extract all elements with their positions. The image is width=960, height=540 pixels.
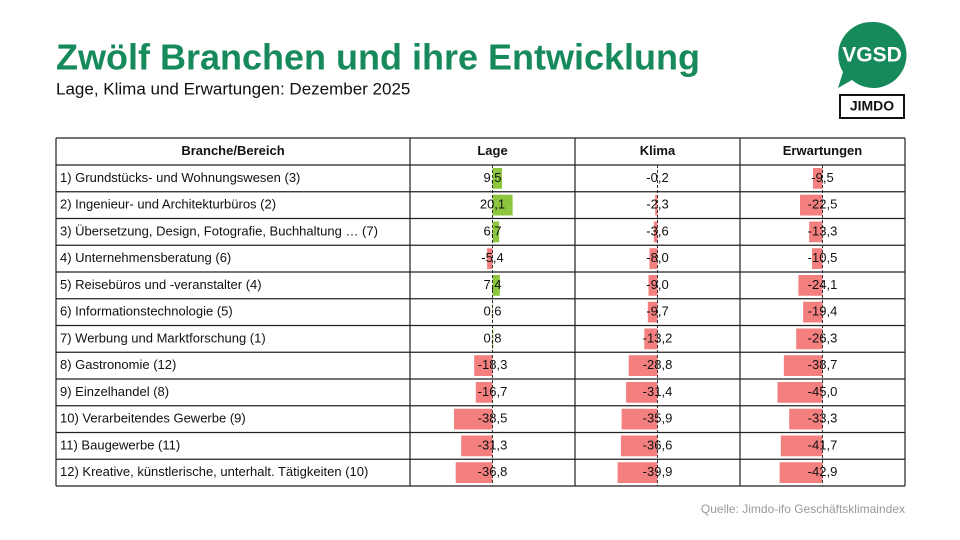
column-header: Lage [477, 143, 507, 158]
value-label: -9,0 [646, 277, 668, 292]
bar [783, 355, 823, 376]
logo-bubble [838, 21, 907, 89]
column-header: Klima [640, 143, 676, 158]
bar [809, 221, 823, 243]
bar [492, 221, 500, 243]
value-label: -22,5 [808, 197, 838, 212]
logo-vgsd: VGSD [842, 44, 902, 67]
bar [474, 355, 493, 376]
bar [655, 194, 658, 216]
bar [777, 382, 823, 403]
bar [803, 301, 823, 323]
logo-jimdo: JIMDO [850, 98, 894, 114]
bar [617, 462, 658, 483]
bar [644, 328, 658, 350]
value-label: -9,7 [646, 304, 668, 319]
row-label: 2) Ingenieur- und Architekturbüros (2) [60, 197, 276, 212]
source: Quelle: Jimdo-ifo Geschäftsklimaindex [701, 502, 905, 516]
bar [492, 194, 513, 216]
bar [621, 408, 658, 430]
column-header: Branche/Bereich [181, 143, 284, 158]
value-label: 20,1 [480, 197, 505, 212]
row-label: 10) Verarbeitendes Gewerbe (9) [60, 411, 246, 426]
bar [812, 248, 823, 269]
value-label: -36,6 [643, 437, 673, 452]
value-label: -35,9 [643, 411, 673, 426]
value-label: -2,3 [646, 197, 668, 212]
row-label: 8) Gastronomie (12) [60, 357, 176, 372]
column-header: Erwartungen [783, 143, 863, 158]
row-label: 6) Informationstechnologie (5) [60, 304, 233, 319]
logo: VGSD JIMDO [838, 21, 907, 119]
bar [653, 221, 658, 243]
bar [475, 382, 493, 403]
row-label: 5) Reisebüros und -veranstalter (4) [60, 277, 262, 292]
value-label: -33,3 [808, 411, 838, 426]
bar [779, 462, 823, 483]
title: Zwölf Branchen und ihre Entwicklung [56, 37, 700, 78]
row-label: 1) Grundstücks- und Wohnungswesen (3) [60, 170, 300, 185]
value-label: -38,5 [478, 411, 508, 426]
value-label: 7,4 [483, 277, 501, 292]
bar [454, 408, 493, 430]
bar [626, 382, 658, 403]
subtitle: Lage, Klima und Erwartungen: Dezember 20… [56, 79, 410, 98]
value-label: -24,1 [808, 277, 838, 292]
value-label: -41,7 [808, 437, 838, 452]
bar [492, 275, 500, 296]
value-label: 0,6 [483, 304, 501, 319]
row-label: 11) Baugewerbe (11) [60, 437, 180, 452]
bar [648, 275, 658, 296]
row-label: 12) Kreative, künstlerische, unterhalt. … [60, 464, 368, 479]
value-label: -31,4 [643, 384, 673, 399]
value-label: -42,9 [808, 464, 838, 479]
value-label: -5,4 [481, 250, 503, 265]
value-label: -19,4 [808, 304, 838, 319]
row-label: 9) Einzelhandel (8) [60, 384, 169, 399]
bar [461, 435, 493, 457]
bar [649, 248, 658, 269]
value-label: -26,3 [808, 330, 838, 345]
value-label: -39,9 [643, 464, 673, 479]
logo-box [839, 94, 905, 119]
bar [798, 275, 823, 296]
value-label: -3,6 [646, 223, 668, 238]
value-label: 0,8 [483, 330, 501, 345]
value-label: 9,5 [483, 170, 501, 185]
value-label: -10,5 [808, 250, 838, 265]
value-label: -18,3 [478, 357, 508, 372]
value-label: -31,3 [478, 437, 508, 452]
value-label: -45,0 [808, 384, 838, 399]
bar [620, 435, 658, 457]
bar [492, 328, 494, 350]
value-label: -16,7 [478, 384, 508, 399]
bar [780, 435, 823, 457]
bar [796, 328, 823, 350]
value-label: -13,3 [808, 223, 838, 238]
value-label: -28,8 [643, 357, 673, 372]
bar [800, 194, 823, 216]
bar [789, 408, 823, 430]
value-label: -13,2 [643, 330, 673, 345]
bar [455, 462, 493, 483]
value-label: -9,5 [811, 170, 833, 185]
bar [813, 168, 823, 189]
bar [487, 248, 493, 269]
value-label: 6,7 [483, 223, 501, 238]
value-label: -36,8 [478, 464, 508, 479]
value-label: -0,2 [646, 170, 668, 185]
row-label: 4) Unternehmensberatung (6) [60, 250, 231, 265]
bar [628, 355, 658, 376]
row-label: 7) Werbung und Marktforschung (1) [60, 330, 266, 345]
value-label: -8,0 [646, 250, 668, 265]
bar [647, 301, 658, 323]
row-label: 3) Übersetzung, Design, Fotografie, Buch… [60, 223, 378, 238]
bar [492, 168, 502, 189]
value-label: -38,7 [808, 357, 838, 372]
